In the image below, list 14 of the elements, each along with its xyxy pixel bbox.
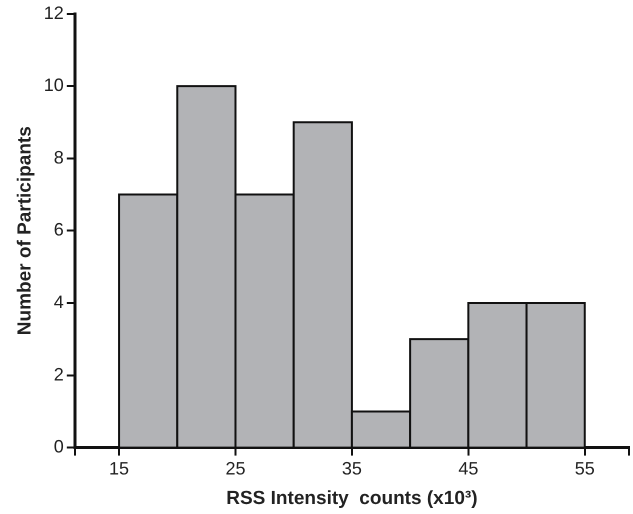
y-tick-label: 8 [54, 147, 64, 168]
y-tick-label: 10 [44, 75, 64, 96]
y-tick-label: 2 [54, 364, 64, 384]
y-tick-label: 4 [54, 292, 64, 312]
y-tick-label: 6 [54, 220, 64, 240]
x-tick-label: 25 [225, 458, 246, 478]
x-tick-label: 35 [342, 458, 362, 478]
x-tick-label: 15 [109, 458, 130, 478]
y-tick-label: 0 [54, 436, 64, 457]
x-tick-label: 45 [458, 458, 478, 478]
x-tick-label: 55 [574, 458, 595, 478]
y-tick-label: 12 [44, 2, 64, 23]
x-axis-title: RSS Intensity counts (x10³) [226, 488, 478, 509]
y-axis-title: Number of Participants [14, 126, 36, 336]
